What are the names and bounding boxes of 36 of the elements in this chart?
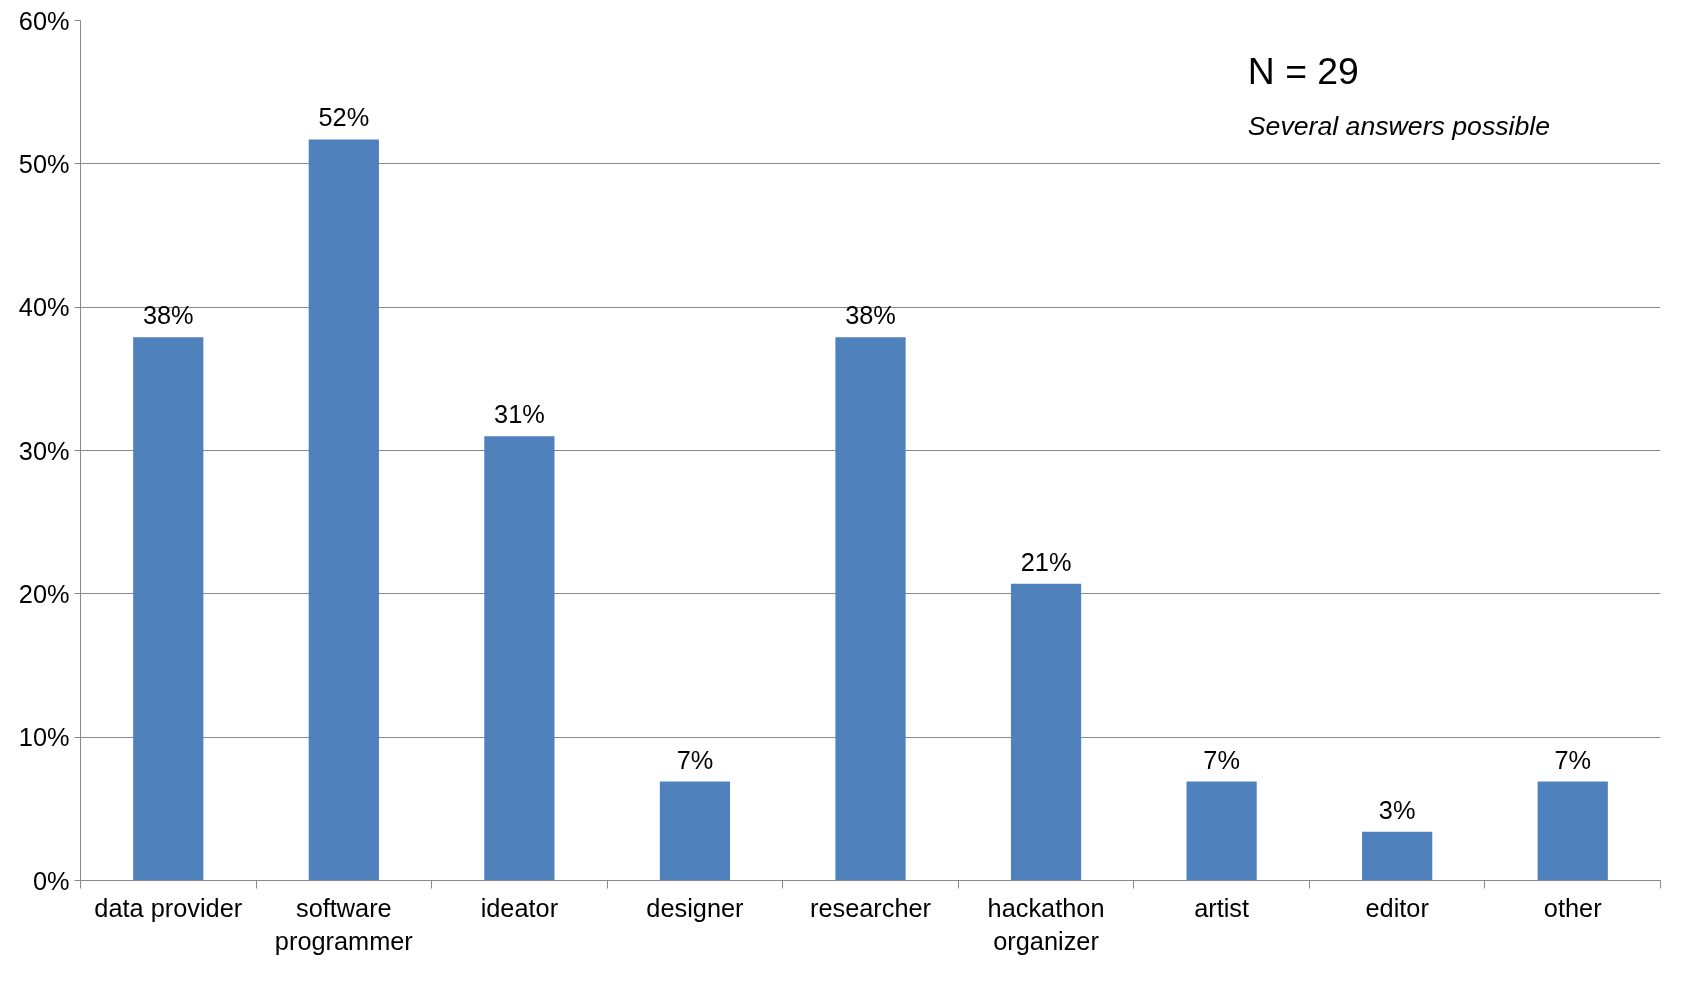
x-tick-label: other: [1543, 893, 1603, 922]
x-tick-label: editor: [1365, 893, 1430, 922]
y-tick-label: 40%: [18, 293, 70, 322]
bar: [133, 337, 204, 881]
bar: [1537, 781, 1608, 881]
y-tick-label: 30%: [18, 436, 70, 465]
data-label: 7%: [1203, 745, 1240, 774]
x-tick-label: data provider: [94, 893, 243, 922]
data-label: 21%: [1020, 547, 1072, 576]
annotation: N = 29: [1247, 49, 1359, 92]
bar: [659, 781, 731, 881]
x-tick-label: designer: [646, 893, 745, 922]
x-tick-label: hackathon organizer: [987, 893, 1105, 956]
bar: [484, 436, 555, 881]
data-label: 38%: [142, 301, 194, 330]
x-tick-label: researcher: [809, 893, 932, 922]
data-label: 7%: [676, 745, 714, 774]
y-tick-label: 10%: [18, 723, 70, 752]
data-label: 38%: [845, 301, 896, 330]
y-tick-label: 20%: [18, 579, 70, 608]
x-tick-label: software programmer: [274, 893, 414, 956]
x-tick-label: ideator: [480, 893, 559, 922]
data-label: 52%: [318, 103, 370, 132]
x-tick-label: artist: [1194, 893, 1250, 922]
bar: [835, 337, 906, 881]
y-tick-label: 60%: [18, 6, 70, 35]
annotation: Several answers possible: [1247, 110, 1551, 141]
y-tick-label: 50%: [18, 149, 70, 178]
data-label: 7%: [1554, 745, 1592, 774]
bar: [1362, 831, 1433, 881]
y-tick-label: 0%: [32, 866, 70, 895]
data-label: 31%: [494, 400, 545, 429]
bar: [1010, 583, 1082, 881]
bar: [1186, 781, 1257, 881]
data-label: 3%: [1378, 795, 1416, 824]
bar: [308, 139, 379, 881]
